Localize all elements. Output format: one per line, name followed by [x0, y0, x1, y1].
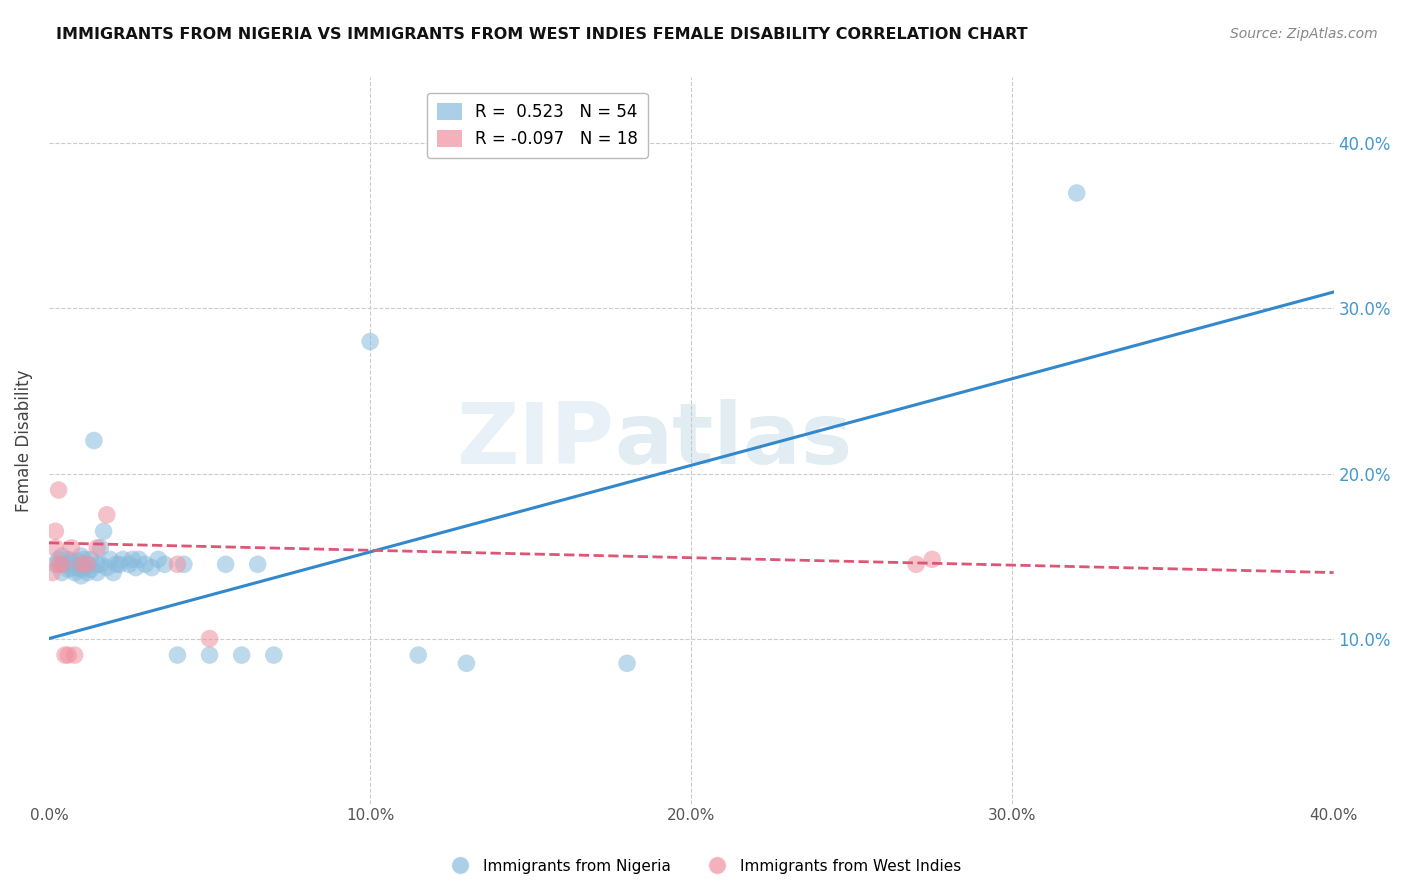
- Point: [76, 558, 98, 572]
- Point: [118, 558, 141, 572]
- Point: [66, 560, 89, 574]
- Point: [121, 552, 143, 566]
- Point: [58, 648, 80, 662]
- Text: Source: ZipAtlas.com: Source: ZipAtlas.com: [1230, 27, 1378, 41]
- Point: [73, 552, 96, 566]
- Point: [905, 558, 928, 572]
- Point: [231, 648, 253, 662]
- Point: [83, 434, 105, 448]
- Point: [60, 554, 83, 568]
- Y-axis label: Female Disability: Female Disability: [15, 369, 32, 512]
- Text: IMMIGRANTS FROM NIGERIA VS IMMIGRANTS FROM WEST INDIES FEMALE DISABILITY CORRELA: IMMIGRANTS FROM NIGERIA VS IMMIGRANTS FR…: [56, 27, 1028, 42]
- Point: [63, 648, 86, 662]
- Point: [53, 648, 76, 662]
- Point: [408, 648, 430, 662]
- Point: [108, 558, 131, 572]
- Point: [166, 558, 188, 572]
- Point: [53, 558, 76, 572]
- Point: [63, 566, 86, 580]
- Point: [80, 562, 103, 576]
- Point: [105, 558, 128, 572]
- Point: [96, 508, 118, 522]
- Point: [70, 549, 93, 563]
- Point: [125, 560, 148, 574]
- Point: [86, 566, 108, 580]
- Point: [198, 648, 221, 662]
- Point: [246, 558, 269, 572]
- Point: [48, 558, 70, 572]
- Point: [48, 552, 70, 566]
- Point: [1066, 186, 1088, 200]
- Point: [63, 558, 86, 572]
- Point: [93, 524, 115, 539]
- Point: [146, 552, 169, 566]
- Point: [89, 541, 111, 555]
- Point: [86, 558, 108, 572]
- Point: [51, 558, 73, 572]
- Legend: Immigrants from Nigeria, Immigrants from West Indies: Immigrants from Nigeria, Immigrants from…: [439, 853, 967, 880]
- Point: [153, 558, 176, 572]
- Point: [58, 562, 80, 576]
- Point: [921, 552, 943, 566]
- Point: [48, 483, 70, 497]
- Point: [616, 657, 638, 671]
- Point: [73, 560, 96, 574]
- Point: [80, 552, 103, 566]
- Point: [89, 558, 111, 572]
- Point: [98, 552, 121, 566]
- Point: [103, 566, 125, 580]
- Text: ZIP: ZIP: [457, 399, 614, 482]
- Text: atlas: atlas: [614, 399, 852, 482]
- Point: [214, 558, 236, 572]
- Point: [111, 552, 134, 566]
- Point: [44, 524, 66, 539]
- Point: [60, 560, 83, 574]
- Point: [44, 541, 66, 555]
- Point: [263, 648, 285, 662]
- Point: [141, 560, 163, 574]
- Legend: R =  0.523   N = 54, R = -0.097   N = 18: R = 0.523 N = 54, R = -0.097 N = 18: [426, 93, 648, 158]
- Point: [41, 566, 63, 580]
- Point: [51, 549, 73, 563]
- Point: [76, 558, 98, 572]
- Point: [51, 566, 73, 580]
- Point: [76, 566, 98, 580]
- Point: [70, 562, 93, 576]
- Point: [96, 560, 118, 574]
- Point: [128, 552, 150, 566]
- Point: [70, 569, 93, 583]
- Point: [359, 334, 381, 349]
- Point: [66, 554, 89, 568]
- Point: [60, 541, 83, 555]
- Point: [166, 648, 188, 662]
- Point: [70, 558, 93, 572]
- Point: [456, 657, 478, 671]
- Point: [173, 558, 195, 572]
- Point: [86, 541, 108, 555]
- Point: [44, 558, 66, 572]
- Point: [58, 552, 80, 566]
- Point: [134, 558, 156, 572]
- Point: [198, 632, 221, 646]
